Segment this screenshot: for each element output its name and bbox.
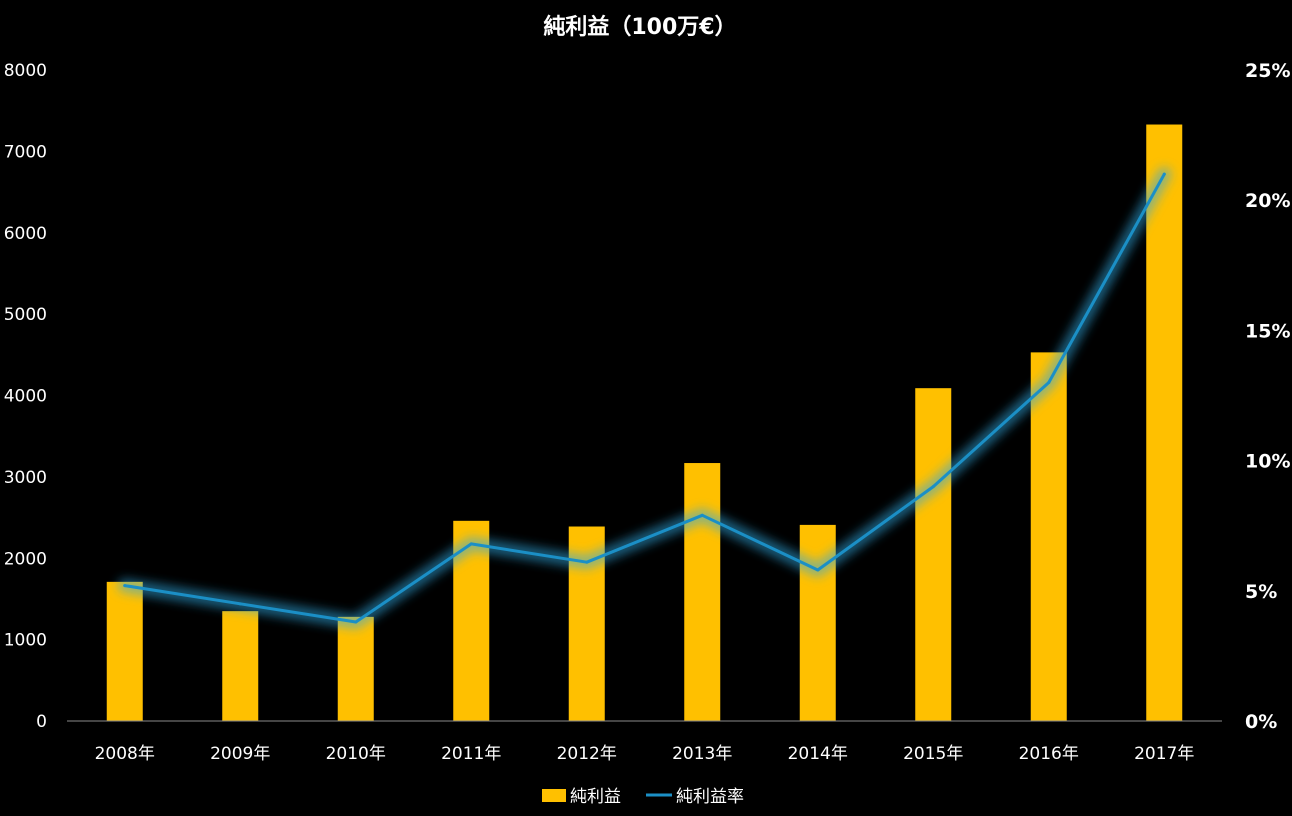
left-axis-tick-label: 8000	[4, 61, 47, 81]
right-axis-tick-label: 15%	[1245, 320, 1290, 342]
x-axis-tick-label: 2015年	[903, 744, 963, 764]
left-axis-tick-label: 5000	[4, 305, 47, 325]
line-point	[238, 602, 242, 606]
bar	[222, 611, 259, 721]
line-point	[354, 620, 358, 624]
left-axis-ticks: 0 1000 2000 3000 4000 5000 6000 7000 8000	[4, 61, 47, 732]
x-axis-tick-label: 2008年	[95, 744, 155, 764]
x-axis-tick-label: 2010年	[326, 744, 386, 764]
left-axis-tick-label: 7000	[4, 142, 47, 162]
x-axis-tick-label: 2012年	[557, 744, 617, 764]
left-axis-tick-label: 1000	[4, 631, 47, 651]
legend-swatch-bar	[542, 789, 566, 802]
left-axis-tick-label: 2000	[4, 549, 47, 569]
legend: 純利益 純利益率	[542, 787, 744, 807]
left-axis-tick-label: 3000	[4, 468, 47, 488]
x-axis-tick-label: 2016年	[1019, 744, 1079, 764]
line-point	[816, 568, 820, 572]
chart-title: 純利益（100万€）	[543, 14, 736, 40]
line-point	[585, 560, 589, 564]
line-point	[1162, 172, 1166, 176]
x-axis-tick-label: 2013年	[672, 744, 732, 764]
bar-series	[106, 124, 1183, 722]
legend-label-line: 純利益率	[676, 787, 744, 807]
line-glow	[117, 167, 1172, 629]
line-point	[1047, 380, 1051, 384]
right-axis-tick-label: 20%	[1245, 190, 1290, 212]
line-point	[469, 542, 473, 546]
left-axis-tick-label: 4000	[4, 387, 47, 407]
legend-label-bar: 純利益	[570, 787, 621, 807]
x-axis-ticks: 2008年 2009年 2010年 2011年 2012年 2013年 2014年 2015年…	[95, 744, 1195, 764]
bar	[1146, 124, 1183, 722]
right-axis-tick-label: 25%	[1245, 60, 1290, 82]
right-axis-tick-label: 5%	[1245, 581, 1277, 603]
line-path	[123, 172, 1166, 624]
right-axis-tick-label: 0%	[1245, 711, 1277, 733]
left-axis-tick-label: 0	[36, 712, 47, 732]
line-point	[123, 584, 127, 588]
x-axis-tick-label: 2014年	[788, 744, 848, 764]
bar	[915, 388, 952, 721]
right-axis-tick-label: 10%	[1245, 451, 1290, 473]
bar	[106, 581, 143, 721]
bar	[1030, 352, 1067, 721]
bar	[684, 463, 721, 721]
line-point	[700, 513, 704, 517]
x-axis-tick-label: 2011年	[441, 744, 501, 764]
x-axis-tick-label: 2017年	[1134, 744, 1194, 764]
bar	[337, 616, 374, 721]
left-axis-tick-label: 6000	[4, 224, 47, 244]
right-axis-ticks: 0% 5% 10% 15% 20% 25%	[1245, 60, 1290, 733]
line-series	[117, 167, 1172, 629]
line-point	[931, 485, 935, 489]
x-axis-tick-label: 2009年	[210, 744, 270, 764]
